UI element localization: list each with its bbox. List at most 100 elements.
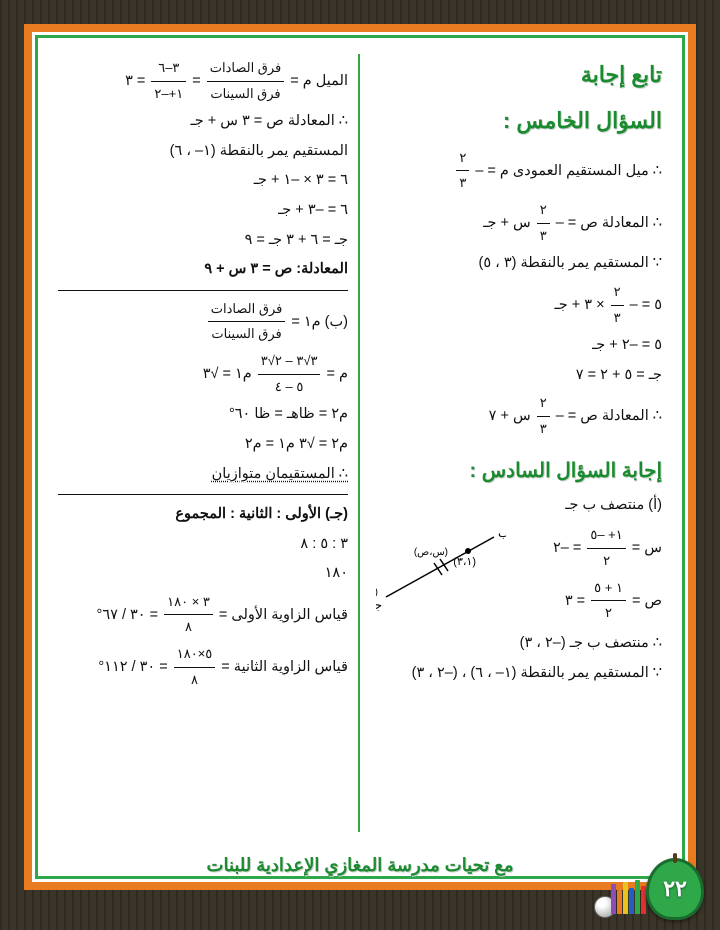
text: ∴ المعادلة ص = –	[552, 408, 662, 424]
right-column: تابع إجابة السؤال الخامس : ∴ ميل المستقي…	[360, 54, 668, 832]
part-b-line-1: (ب) م١ = فرق الصاداتفرق السينات	[58, 297, 348, 347]
text: = ٣	[125, 73, 145, 89]
numerator: ٢	[537, 391, 550, 417]
apple-badge: ٢٢	[646, 858, 704, 920]
text: س + ٧	[489, 408, 531, 424]
text: ∴ المعادلة ص = –	[552, 215, 662, 231]
fraction: ٢٣	[537, 198, 550, 248]
q5-line-4: ٥ = – ٢٣ × ٣ + جـ	[366, 280, 662, 330]
q6a-line-3: ص = ١ + ٥٢ = ٣	[506, 576, 662, 626]
fraction: ٣–٦١+–٢	[151, 56, 186, 106]
text: م =	[322, 366, 348, 382]
numerator: ٢	[537, 198, 550, 224]
part-b-line-3: م٢ = ظاهـ = ظا ٦٠°	[58, 401, 348, 429]
left-column: الميل م = فرق الصاداتفرق السينات = ٣–٦١+…	[52, 54, 360, 832]
q6a-line-2: س = ١+ –٥٢ = –٢	[506, 523, 662, 573]
left-line-5: ٦ = –٣ + جـ	[58, 197, 348, 225]
part-b-line-2: م = ٣√٣ – ٢√٣٥ – ٤ م١ = √٣	[58, 349, 348, 399]
numerator: فرق الصادات	[208, 297, 286, 323]
q5-line-1: ∴ ميل المستقيم العمودى م = – ٢٣	[366, 146, 662, 196]
numerator: فرق الصادات	[207, 56, 285, 82]
denominator: ١+–٢	[151, 82, 186, 107]
fraction: ٢٣	[456, 146, 469, 196]
denominator: ٢	[587, 549, 625, 574]
denominator: ٣	[611, 306, 624, 331]
slope-line-1: الميل م = فرق الصاداتفرق السينات = ٣–٦١+…	[58, 56, 348, 106]
text: = ٣٠ / ١١٢°	[98, 659, 167, 675]
pencils-icon	[611, 880, 646, 914]
numerator: ٣–٦	[151, 56, 186, 82]
text: =	[188, 73, 201, 89]
denominator: ٨	[164, 615, 213, 640]
fraction: فرق الصاداتفرق السينات	[207, 56, 285, 106]
denominator: ٢	[591, 601, 626, 626]
text: = –٢	[553, 540, 581, 556]
part-c-line-5: قياس الزاوية الثانية = ٥×١٨٠٨ = ٣٠ / ١١٢…	[58, 642, 348, 692]
denominator: ٣	[537, 224, 550, 249]
numerator: ٣√٣ – ٢√٣	[258, 349, 321, 375]
q6-heading: إجابة السؤال السادس :	[366, 452, 662, 490]
svg-text:(٥–،٥): (٥–،٥)	[376, 587, 378, 598]
denominator: ٥ – ٤	[258, 375, 321, 400]
numerator: ٢	[611, 280, 624, 306]
text: = ٣٠ / ٦٧°	[97, 607, 159, 623]
q6a-line-4: ∴ منتصف ب جـ (–٢ ، ٣)	[366, 630, 662, 658]
text: م١ = √٣	[203, 366, 252, 382]
denominator: فرق السينات	[207, 82, 285, 107]
fraction: ٢٣	[611, 280, 624, 330]
numerator: ١ + ٥	[591, 576, 626, 602]
denominator: ٨	[174, 668, 216, 693]
svg-text:(٣،١): (٣،١)	[453, 556, 476, 568]
numerator: ١+ –٥	[587, 523, 625, 549]
equation-result: المعادلة: ص = ٣ س + ٩	[204, 261, 348, 277]
q5-line-2: ∴ المعادلة ص = – ٢٣ س + جـ	[366, 198, 662, 248]
continuation-title: تابع إجابة	[366, 54, 662, 96]
fraction: ١ + ٥٢	[591, 576, 626, 626]
divider	[58, 290, 348, 291]
text: الميل م =	[286, 73, 348, 89]
q5-line-5: ٥ = –٢ + جـ	[366, 332, 662, 360]
fraction: ٣ × ١٨٠٨	[164, 590, 213, 640]
left-line-2: ∴ المعادلة ص = ٣ س + جـ	[58, 108, 348, 136]
text: = ٣	[565, 593, 585, 609]
left-line-3: المستقيم يمر بالنقطة (١– ، ٦)	[58, 138, 348, 166]
svg-text:جـ: جـ	[376, 598, 382, 612]
page-frame: تابع إجابة السؤال الخامس : ∴ ميل المستقي…	[24, 24, 696, 890]
part-b-line-4: م٢ = √٣ م١ = م٢	[58, 431, 348, 459]
numerator: ٥×١٨٠	[174, 642, 216, 668]
denominator: ٣	[537, 417, 550, 442]
numerator: ٣ × ١٨٠	[164, 590, 213, 616]
text: س =	[628, 540, 662, 556]
ratio-header: (جـ) الأولى : الثانية : المجموع	[175, 506, 348, 522]
denominator: فرق السينات	[208, 322, 286, 347]
text: ٥ = –	[626, 297, 662, 313]
text: × ٣ + جـ	[555, 297, 605, 313]
footer-text: مع تحيات مدرسة المغازي الإعدادية للبنات	[32, 855, 688, 876]
svg-text:(س،ص): (س،ص)	[414, 547, 448, 558]
q6a-line-1: (أ) منتصف ب جـ	[366, 492, 662, 520]
left-line-4: ٦ = ٣ × –١ + جـ	[58, 167, 348, 195]
part-c-line-4: قياس الزاوية الأولى = ٣ × ١٨٠٨ = ٣٠ / ٦٧…	[58, 590, 348, 640]
q5-heading: السؤال الخامس :	[366, 100, 662, 142]
q5-line-7: ∴ المعادلة ص = – ٢٣ س + ٧	[366, 391, 662, 441]
midpoint-diagram: ب جـ (٣،١) (س،ص) (٥–،٥)	[376, 525, 506, 615]
page-number: ٢٢	[663, 876, 687, 902]
fraction: ١+ –٥٢	[587, 523, 625, 573]
fraction: ٣√٣ – ٢√٣٥ – ٤	[258, 349, 321, 399]
q5-line-6: جـ = ٥ + ٢ = ٧	[366, 362, 662, 390]
fraction: فرق الصاداتفرق السينات	[208, 297, 286, 347]
part-c-line-2: ٣ : ٥ : ٨	[58, 531, 348, 559]
q6a-line-5: ∵ المستقيم يمر بالنقطة (١– ، ٦) ، (–٢ ، …	[366, 660, 662, 688]
svg-text:ب: ب	[498, 526, 506, 540]
page-badge: ٢٢	[646, 858, 704, 920]
part-c-line-3: ١٨٠	[58, 560, 348, 588]
denominator: ٣	[456, 171, 469, 196]
q5-line-3: ∵ المستقيم يمر بالنقطة (٣ ، ٥)	[366, 250, 662, 278]
text: ∴ ميل المستقيم العمودى م = –	[471, 163, 662, 179]
text: س + جـ	[483, 215, 530, 231]
part-c-line-1: (جـ) الأولى : الثانية : المجموع	[58, 501, 348, 529]
text: قياس الزاوية الثانية =	[217, 659, 348, 675]
text: ص =	[628, 593, 662, 609]
numerator: ٢	[456, 146, 469, 172]
text: (ب) م١ =	[287, 314, 348, 330]
